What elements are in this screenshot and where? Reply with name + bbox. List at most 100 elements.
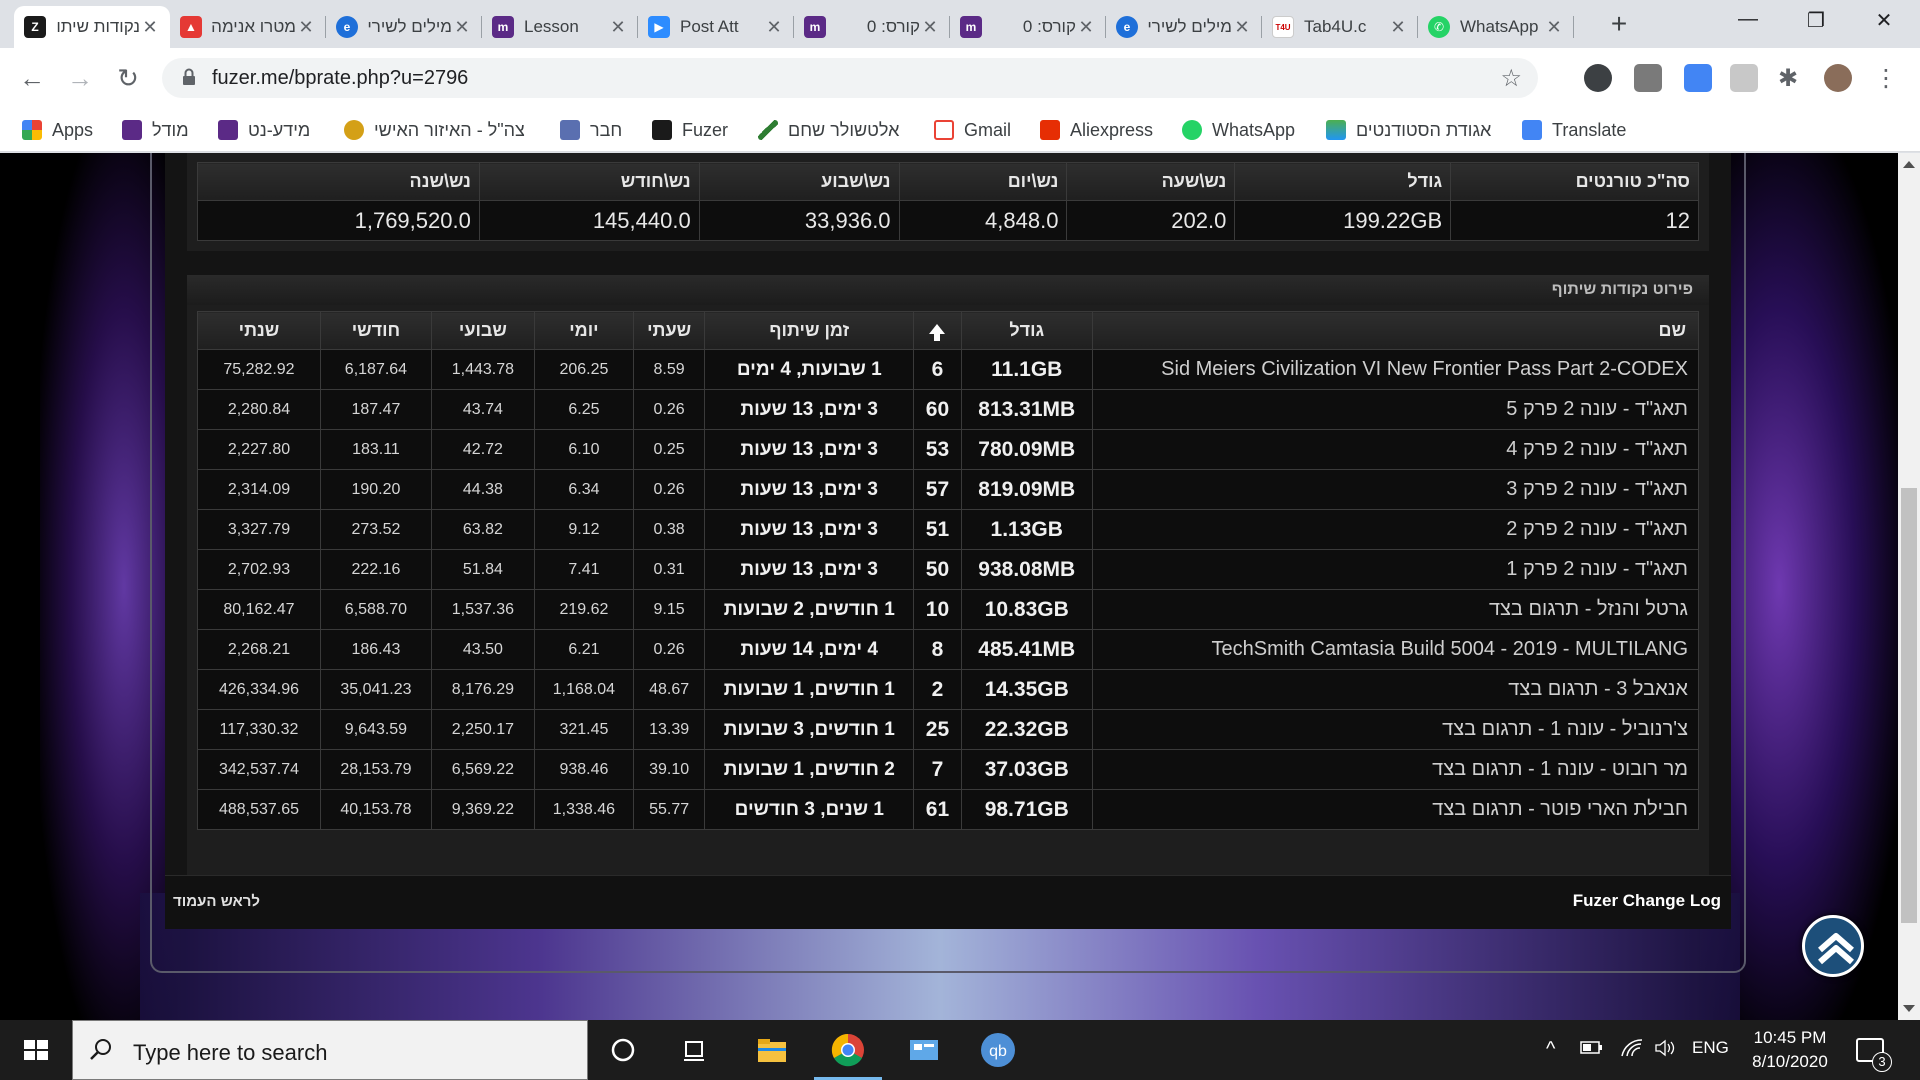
torrent-name-cell[interactable]: תאג"ד - עונה 2 פרק 1 [1091,549,1700,590]
close-icon[interactable]: ✕ [1546,16,1562,37]
puzzle-icon[interactable]: ✱ [1778,65,1799,92]
bookmark-whatsapp[interactable]: WhatsApp [1182,118,1295,142]
tab-course-2[interactable]: m קורס: 0 ✕ [950,6,1106,48]
extension-icon[interactable] [1584,64,1612,92]
torrent-name-cell[interactable]: חבילת הארי פוטר - תרגום בצד [1091,789,1700,830]
hourly-cell: 48.67 [632,669,706,710]
torrent-name-cell[interactable]: Sid Meiers Civilization VI New Frontier … [1091,349,1700,390]
address-bar[interactable]: fuzer.me/bprate.php?u=2796 ☆ [162,58,1538,98]
scroll-to-top-button[interactable] [1802,915,1864,977]
reload-button[interactable]: ↻ [117,63,139,93]
header-monthly[interactable]: חודשי [319,311,432,350]
file-explorer-icon[interactable] [752,1030,792,1070]
tab-lyrics-2[interactable]: e מילים לשירים ✕ [1106,6,1262,48]
header-hourly[interactable]: שעתי [632,311,706,350]
daily-cell: 6.21 [533,629,634,670]
tab-metro[interactable]: ▲ מטרו אנימה ✕ [170,6,326,48]
torrent-name-cell[interactable]: TechSmith Camtasia Build 5004 - 2019 - M… [1091,629,1700,670]
next-extension-icon[interactable] [1634,64,1662,92]
close-icon[interactable]: ✕ [298,16,314,37]
tab-zoom[interactable]: ▶ Post Att ✕ [638,6,794,48]
bookmark-translate[interactable]: Translate [1522,118,1626,142]
qbittorrent-icon[interactable]: qb [978,1030,1018,1070]
scroll-up-arrow-icon[interactable] [1903,161,1915,168]
tab-course-1[interactable]: m קורס: 0 ✕ [794,6,950,48]
menu-icon[interactable]: ⋮ [1874,65,1898,92]
bookmark-gmail[interactable]: Gmail [934,118,1011,142]
close-window-button[interactable]: ✕ [1875,10,1893,32]
close-icon[interactable]: ✕ [1390,16,1406,37]
close-icon[interactable]: ✕ [454,16,470,37]
close-icon[interactable]: ✕ [610,16,626,37]
show-hidden-icons-chevron-icon[interactable]: ^ [1546,1038,1556,1060]
changelog-link[interactable]: Fuzer Change Log [1572,891,1721,910]
extension-icon[interactable] [1730,64,1758,92]
tab-fuzer[interactable]: Z נקודות שיתוף ✕ [14,6,170,48]
tab-tab4u[interactable]: T4U Tab4U.c ✕ [1262,6,1418,48]
language-indicator[interactable]: ENG [1692,1038,1729,1057]
wifi-icon[interactable] [1620,1038,1644,1063]
torrent-name-cell[interactable]: תאג"ד - עונה 2 פרק 3 [1091,469,1700,510]
chrome-icon[interactable] [814,1030,882,1080]
tab-lesson[interactable]: m Lesson ✕ [482,6,638,48]
bookmark-meida-net[interactable]: מידע-נט [218,118,310,142]
header-size[interactable]: גודל [960,311,1093,350]
torrent-name-cell[interactable]: תאג"ד - עונה 2 פרק 5 [1091,389,1700,430]
tab-lyrics-1[interactable]: e מילים לשירים ✕ [326,6,482,48]
clock[interactable]: 10:45 PM 8/10/2020 [1740,1026,1840,1074]
torrent-name-cell[interactable]: תאג"ד - עונה 2 פרק 2 [1091,509,1700,550]
close-icon[interactable]: ✕ [1078,16,1094,37]
header-name[interactable]: שם [1091,311,1700,350]
action-center-icon[interactable]: 3 [1856,1038,1892,1072]
back-button[interactable]: ← [19,63,45,93]
torrent-name-cell[interactable]: גרטל והנזל - תרגום בצד [1091,589,1700,630]
scroll-down-arrow-icon[interactable] [1903,1005,1915,1012]
tab-whatsapp[interactable]: ✆ WhatsApp ✕ [1418,6,1574,48]
url-text[interactable]: fuzer.me/bprate.php?u=2796 [212,67,469,89]
page-scrollbar[interactable] [1898,153,1920,1020]
battery-icon[interactable] [1580,1038,1604,1063]
header-seeders[interactable] [913,311,962,350]
scrollbar-thumb[interactable] [1901,488,1917,923]
torrent-name-cell[interactable]: אנאבל 3 - תרגום בצד [1091,669,1700,710]
bookmark-hever[interactable]: חבר [560,118,622,142]
header-seed-time[interactable]: זמן שיתוף [704,311,915,350]
forward-button[interactable]: → [67,63,93,93]
close-icon[interactable]: ✕ [1234,16,1250,37]
bookmark-star-icon[interactable]: ☆ [1500,65,1522,92]
task-view-icon[interactable] [674,1030,714,1070]
translate-extension-icon[interactable] [1684,64,1712,92]
new-tab-button[interactable]: + [1610,8,1628,39]
cortana-icon[interactable] [603,1030,643,1070]
bookmark-students[interactable]: אגודת הסטודנטים [1326,118,1491,142]
bookmark-altshuler[interactable]: אלטשולר שחם [758,118,899,142]
lock-icon[interactable] [182,68,196,86]
avatar[interactable] [1824,64,1852,92]
volume-icon[interactable] [1654,1038,1678,1063]
size-cell: 819.09MB [960,469,1093,510]
control-panel-icon[interactable] [904,1030,944,1070]
start-button[interactable] [0,1020,72,1080]
bookmark-idf[interactable]: צה"ל - האיזור האישי [344,118,525,142]
header-weekly[interactable]: שבועי [430,311,535,350]
back-to-top-link[interactable]: לראש העמוד [173,893,260,910]
seed-time-cell: 4 ימים, 14 שעות [704,629,915,670]
header-yearly[interactable]: שנתי [197,311,321,350]
torrent-name-cell[interactable]: מר רובוט - עונה 1 - תרגום בצד [1091,749,1700,790]
taskbar-search[interactable]: Type here to search [72,1020,588,1080]
summary-table: סה"כ טורנטים גודל נש\שעה נש\יום נש\שבוע … [197,162,1699,241]
close-icon[interactable]: ✕ [142,16,158,37]
torrent-name-cell[interactable]: תאג"ד - עונה 2 פרק 4 [1091,429,1700,470]
minimize-button[interactable]: — [1738,8,1758,30]
bookmark-moodle[interactable]: מודל [122,118,189,142]
bookmark-aliexpress[interactable]: Aliexpress [1040,118,1153,142]
restore-button[interactable]: ❐ [1807,10,1825,32]
close-icon[interactable]: ✕ [922,16,938,37]
close-icon[interactable]: ✕ [766,16,782,37]
hourly-cell: 9.15 [632,589,706,630]
bookmark-apps[interactable]: Apps [22,118,93,142]
daily-cell: 6.34 [533,469,634,510]
header-daily[interactable]: יומי [533,311,634,350]
bookmark-fuzer[interactable]: Fuzer [652,118,728,142]
torrent-name-cell[interactable]: צ'רנוביל - עונה 1 - תרגום בצד [1091,709,1700,750]
